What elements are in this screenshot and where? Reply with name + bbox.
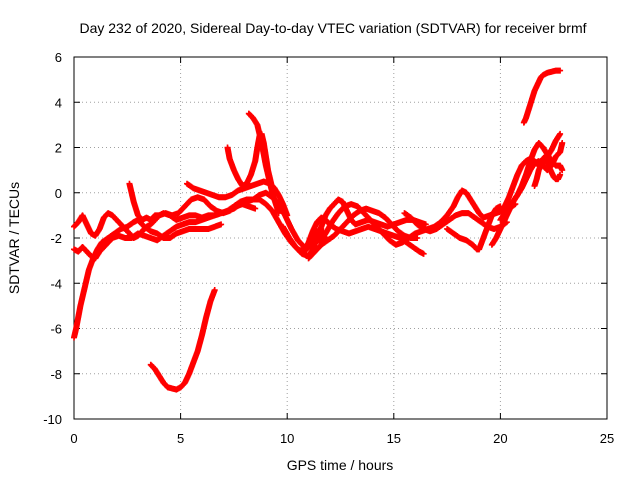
data-marker bbox=[252, 205, 259, 212]
y-tick-label: -8 bbox=[50, 367, 62, 382]
y-tick-label: -2 bbox=[50, 231, 62, 246]
y-tick-label: -10 bbox=[43, 412, 62, 427]
y-tick-label: 4 bbox=[55, 95, 62, 110]
y-tick-label: 2 bbox=[55, 141, 62, 156]
series-arc-5 bbox=[126, 180, 259, 223]
data-marker bbox=[211, 287, 218, 294]
y-tick-label: -6 bbox=[50, 322, 62, 337]
series-arc-13 bbox=[401, 210, 510, 235]
series-arc-4 bbox=[147, 287, 218, 393]
data-marker bbox=[420, 250, 427, 257]
series-arc-1 bbox=[71, 216, 225, 341]
series-arc-14 bbox=[444, 203, 504, 253]
data-marker bbox=[557, 171, 564, 178]
data-marker bbox=[218, 221, 225, 228]
data-marker bbox=[275, 210, 282, 217]
x-tick-label: 5 bbox=[177, 431, 184, 446]
axis-ticks: 0 5 10 15 20 25 -10 -8 -6 -4 -2 0 2 4 6 bbox=[43, 50, 614, 446]
y-axis-label: SDTVAR / TECUs bbox=[6, 182, 22, 294]
y-tick-label: -4 bbox=[50, 276, 62, 291]
chart-title: Day 232 of 2020, Sidereal Day-to-day VTE… bbox=[79, 20, 586, 36]
x-tick-label: 20 bbox=[493, 431, 507, 446]
x-tick-label: 25 bbox=[600, 431, 614, 446]
data-marker bbox=[422, 221, 429, 228]
x-tick-label: 0 bbox=[70, 431, 77, 446]
data-marker bbox=[559, 139, 566, 146]
x-axis-label: GPS time / hours bbox=[287, 457, 394, 473]
series-arc-19 bbox=[520, 67, 564, 126]
x-tick-label: 15 bbox=[387, 431, 401, 446]
data-marker bbox=[414, 235, 421, 241]
data-marker bbox=[559, 167, 566, 174]
data-points bbox=[71, 67, 566, 393]
data-marker bbox=[557, 67, 564, 74]
y-tick-label: 0 bbox=[55, 186, 62, 201]
y-tick-label: 6 bbox=[55, 50, 62, 65]
data-marker bbox=[557, 130, 564, 137]
x-tick-label: 10 bbox=[280, 431, 294, 446]
series-arc-8 bbox=[245, 110, 282, 217]
data-marker bbox=[284, 212, 291, 219]
series-arc-18 bbox=[531, 153, 564, 189]
